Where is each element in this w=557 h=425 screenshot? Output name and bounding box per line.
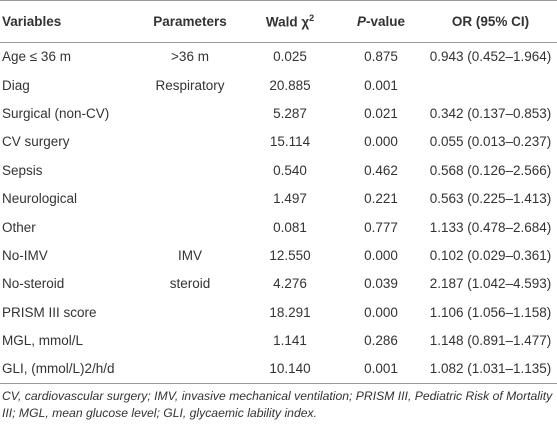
- table-cell: 1.082 (1.031–1.135): [429, 361, 552, 377]
- table-cell: 0.943 (0.452–1.964): [429, 49, 552, 65]
- header-text: Variables: [2, 14, 62, 29]
- header-cell: Wald χ2: [242, 1, 338, 43]
- table-cell: >36 m: [171, 49, 209, 65]
- table-cell: 0.102 (0.029–0.361): [429, 247, 552, 263]
- table-cell: Neurological: [2, 191, 78, 207]
- table-cell: 0.081: [273, 219, 307, 235]
- header-cell: OR (95% CI): [424, 1, 557, 43]
- table-cell: steroid: [169, 276, 211, 292]
- table-cell: 0.000: [364, 304, 398, 320]
- table-cell: Diag: [2, 77, 30, 93]
- table-row: PRISM III score 18.291 0.000 1.106 (1.056–1…: [0, 298, 557, 326]
- table-cell: 0.875: [364, 49, 398, 65]
- table-cell: 0.055 (0.013–0.237): [429, 134, 552, 150]
- header-text: Parameters: [153, 14, 227, 29]
- table-cell: GLI, (mmol/L)2/h/d: [2, 361, 115, 377]
- table-cell: IMV: [177, 247, 202, 263]
- table-cell: [424, 71, 557, 99]
- table-row: GLI, (mmol/L)2/h/d 10.140 0.001 1.082 (1.03…: [0, 355, 557, 384]
- header-row: Variables Parameters Wald χ2 P-value OR (95%…: [0, 0, 557, 43]
- table-cell: [138, 326, 242, 354]
- header-text: OR (95% CI): [451, 14, 530, 29]
- table-cell: No-steroid: [2, 276, 65, 292]
- table-cell: 0.001: [364, 361, 398, 377]
- header-text: -value: [365, 14, 406, 29]
- table-cell: Respiratory: [155, 77, 225, 93]
- table-row: Surgical (non-CV) 5.287 0.021 0.342 (0.137–…: [0, 99, 557, 127]
- table-cell: CV surgery: [2, 134, 70, 150]
- header-cell: Variables: [0, 1, 138, 43]
- table-cell: 0.540: [273, 162, 307, 178]
- table-cell: [138, 355, 242, 383]
- table-cell: No-IMV: [2, 247, 48, 263]
- data-table: Variables Parameters Wald χ2 P-value OR (95%…: [0, 0, 557, 384]
- table-row: Sepsis 0.540 0.462 0.568 (0.126–2.566): [0, 156, 557, 184]
- table-cell: 1.148 (0.891–1.477): [429, 333, 552, 349]
- table-cell: 0.563 (0.225–1.413): [429, 191, 552, 207]
- table-cell: Sepsis: [2, 162, 43, 178]
- table-cell: [138, 99, 242, 127]
- header-cell: Parameters: [138, 1, 242, 43]
- table-cell: 18.291: [269, 304, 311, 320]
- table-cell: 0.001: [364, 77, 398, 93]
- table-cell: 10.140: [269, 361, 311, 377]
- table-row: No-IMV IMV 12.550 0.000 0.102 (0.029–0.361): [0, 241, 557, 269]
- table-cell: 15.114: [269, 134, 311, 150]
- table-cell: Surgical (non-CV): [2, 105, 110, 121]
- table-row: No-steroid steroid 4.276 0.039 2.187 (1.042–…: [0, 270, 557, 298]
- table-cell: Other: [2, 219, 36, 235]
- table-cell: 2.187 (1.042–4.593): [429, 276, 552, 292]
- header-text: Wald χ: [265, 14, 310, 30]
- table-cell: [138, 298, 242, 326]
- table-cell: 1.133 (0.478–2.684): [429, 219, 552, 235]
- table-cell: [138, 156, 242, 184]
- table-cell: [138, 184, 242, 212]
- header-italic: P: [356, 14, 366, 29]
- table-cell: Age ≤ 36 m: [2, 49, 71, 65]
- table-row: Neurological 1.497 0.221 0.563 (0.225–1.413…: [0, 184, 557, 212]
- table-cell: 1.106 (1.056–1.158): [429, 304, 552, 320]
- table-row: Age ≤ 36 m >36 m 0.025 0.875 0.943 (0.452–1.…: [0, 43, 557, 71]
- table-cell: 0.777: [364, 219, 398, 235]
- table-body: Age ≤ 36 m >36 m 0.025 0.875 0.943 (0.452–1.…: [0, 43, 557, 384]
- table-cell: 0.000: [364, 247, 398, 263]
- table-cell: 0.000: [364, 134, 398, 150]
- table-cell: 12.550: [269, 247, 311, 263]
- table-cell: 1.141: [273, 333, 307, 349]
- table-cell: 0.025: [273, 49, 307, 65]
- table-cell: 1.497: [273, 191, 307, 207]
- header-cell: P-value: [338, 1, 424, 43]
- table-cell: 4.276: [273, 276, 307, 292]
- footnote: CV, cardiovascular surgery; IMV, invasiv…: [2, 388, 553, 420]
- table-cell: [138, 213, 242, 241]
- table-row: MGL, mmol/L 1.141 0.286 1.148 (0.891–1.477): [0, 326, 557, 354]
- table-row: CV surgery 15.114 0.000 0.055 (0.013–0.237): [0, 128, 557, 156]
- table-cell: 0.039: [364, 276, 398, 292]
- table-cell: 0.342 (0.137–0.853): [429, 105, 552, 121]
- table-cell: 20.885: [269, 77, 311, 93]
- header-sup: 2: [309, 13, 315, 24]
- table-cell: MGL, mmol/L: [2, 333, 84, 349]
- table-row: Diag Respiratory 20.885 0.001: [0, 71, 557, 99]
- table-cell: 0.568 (0.126–2.566): [429, 162, 552, 178]
- table-cell: 0.462: [364, 162, 398, 178]
- table-cell: [138, 128, 242, 156]
- table-cell: 0.286: [364, 333, 398, 349]
- table-row: Other 0.081 0.777 1.133 (0.478–2.684): [0, 213, 557, 241]
- table-cell: 0.221: [364, 191, 398, 207]
- table-header: Variables Parameters Wald χ2 P-value OR (95%…: [0, 0, 557, 43]
- table-cell: PRISM III score: [2, 304, 97, 320]
- table-cell: 0.021: [364, 105, 398, 121]
- table-cell: 5.287: [273, 105, 307, 121]
